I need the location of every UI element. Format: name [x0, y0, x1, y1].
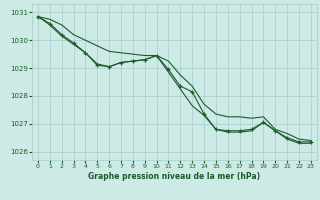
X-axis label: Graphe pression niveau de la mer (hPa): Graphe pression niveau de la mer (hPa) — [88, 172, 260, 181]
